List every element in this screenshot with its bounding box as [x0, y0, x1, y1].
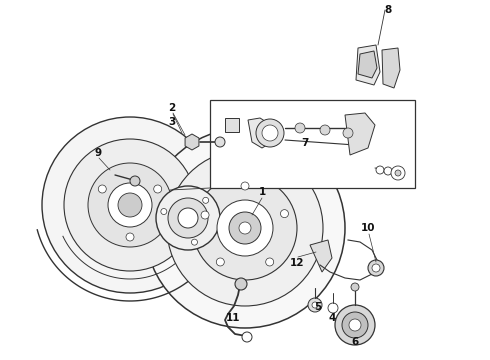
Circle shape [118, 193, 142, 217]
Circle shape [145, 128, 345, 328]
Circle shape [108, 183, 152, 227]
Circle shape [241, 182, 249, 190]
Circle shape [376, 166, 384, 174]
Text: 4: 4 [328, 313, 336, 323]
Circle shape [203, 197, 209, 203]
Circle shape [88, 163, 172, 247]
Circle shape [351, 283, 359, 291]
Circle shape [239, 222, 251, 234]
Circle shape [161, 208, 167, 215]
Circle shape [266, 258, 274, 266]
Circle shape [328, 303, 338, 313]
Circle shape [312, 302, 318, 308]
Circle shape [229, 212, 261, 244]
Text: 6: 6 [351, 337, 359, 347]
Circle shape [242, 332, 252, 342]
Text: 10: 10 [361, 223, 375, 233]
Circle shape [178, 208, 198, 228]
Circle shape [235, 278, 247, 290]
Text: 5: 5 [315, 302, 321, 312]
Bar [225, 118, 239, 132]
Polygon shape [345, 113, 375, 155]
Text: 2: 2 [169, 103, 175, 113]
Circle shape [215, 137, 225, 147]
Circle shape [217, 200, 273, 256]
Circle shape [42, 117, 218, 293]
Circle shape [154, 185, 162, 193]
Circle shape [368, 260, 384, 276]
Circle shape [256, 119, 284, 147]
Polygon shape [185, 134, 199, 150]
Circle shape [320, 125, 330, 135]
Circle shape [335, 305, 375, 345]
Polygon shape [310, 240, 332, 272]
Circle shape [168, 198, 208, 238]
Polygon shape [358, 51, 377, 78]
Circle shape [308, 298, 322, 312]
Circle shape [280, 210, 289, 218]
Text: 7: 7 [301, 138, 309, 148]
Circle shape [349, 319, 361, 331]
Text: 11: 11 [226, 313, 240, 323]
Circle shape [192, 239, 197, 245]
Text: 12: 12 [290, 258, 304, 268]
Text: 9: 9 [95, 148, 101, 158]
Text: 8: 8 [384, 5, 392, 15]
Circle shape [295, 123, 305, 133]
Polygon shape [356, 45, 380, 85]
Circle shape [384, 167, 392, 175]
Circle shape [98, 185, 106, 193]
Circle shape [343, 128, 353, 138]
Text: 3: 3 [169, 117, 175, 127]
Circle shape [372, 264, 380, 272]
Text: 1: 1 [258, 187, 266, 197]
Polygon shape [382, 48, 400, 88]
Circle shape [395, 170, 401, 176]
Circle shape [342, 312, 368, 338]
Circle shape [130, 176, 140, 186]
Circle shape [193, 176, 297, 280]
Circle shape [167, 150, 323, 306]
Bar [210, 100, 415, 188]
Polygon shape [248, 118, 275, 148]
Circle shape [201, 211, 209, 219]
Circle shape [262, 125, 278, 141]
Circle shape [64, 139, 196, 271]
Circle shape [156, 186, 220, 250]
Circle shape [391, 166, 405, 180]
Circle shape [126, 233, 134, 241]
Circle shape [216, 258, 224, 266]
